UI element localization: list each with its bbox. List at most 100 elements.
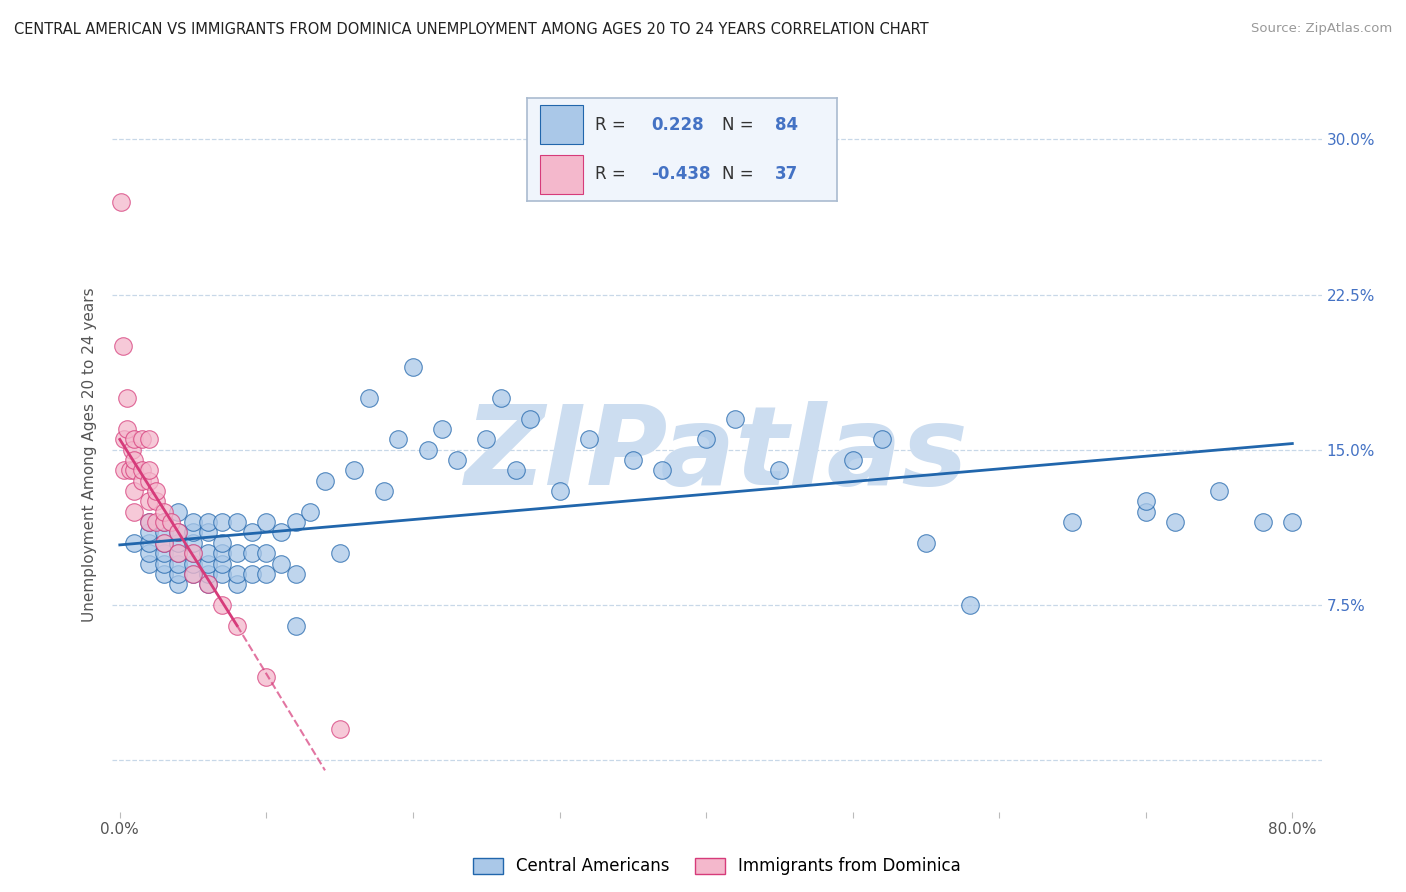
Point: [138, 515, 160, 529]
Point: [402, 359, 425, 374]
Point: [145, 484, 167, 499]
Point: [124, 433, 146, 447]
Point: [111, 339, 134, 353]
Point: [167, 546, 190, 560]
Point: [254, 546, 277, 560]
Point: [387, 433, 409, 447]
Point: [621, 453, 644, 467]
Point: [211, 557, 233, 571]
Point: [124, 536, 146, 550]
Point: [138, 546, 160, 560]
Point: [152, 525, 174, 540]
Point: [124, 463, 146, 477]
Point: [152, 536, 174, 550]
Text: CENTRAL AMERICAN VS IMMIGRANTS FROM DOMINICA UNEMPLOYMENT AMONG AGES 20 TO 24 YE: CENTRAL AMERICAN VS IMMIGRANTS FROM DOMI…: [14, 22, 929, 37]
Text: 0.228: 0.228: [651, 116, 703, 134]
Point: [211, 536, 233, 550]
Point: [475, 433, 498, 447]
Point: [1251, 515, 1274, 529]
Point: [167, 546, 190, 560]
Point: [1164, 515, 1187, 529]
Text: -0.438: -0.438: [651, 165, 710, 183]
Point: [112, 433, 135, 447]
Point: [416, 442, 439, 457]
Text: 84: 84: [775, 116, 797, 134]
Point: [138, 525, 160, 540]
Point: [121, 442, 143, 457]
Point: [115, 422, 138, 436]
Text: Source: ZipAtlas.com: Source: ZipAtlas.com: [1251, 22, 1392, 36]
Point: [211, 515, 233, 529]
Point: [284, 515, 307, 529]
Point: [145, 494, 167, 508]
Point: [181, 566, 204, 581]
Point: [167, 536, 190, 550]
Point: [299, 505, 322, 519]
Point: [115, 391, 138, 405]
Point: [152, 515, 174, 529]
Point: [131, 463, 153, 477]
Point: [211, 598, 233, 612]
Point: [226, 515, 249, 529]
Point: [959, 598, 981, 612]
Point: [124, 484, 146, 499]
Point: [152, 557, 174, 571]
Point: [651, 463, 673, 477]
Point: [152, 515, 174, 529]
Point: [167, 525, 190, 540]
Point: [226, 618, 249, 632]
Point: [197, 525, 219, 540]
Point: [152, 505, 174, 519]
Point: [240, 566, 263, 581]
Text: R =: R =: [595, 165, 626, 183]
Point: [160, 515, 183, 529]
Point: [110, 194, 132, 209]
Point: [167, 557, 190, 571]
Point: [167, 525, 190, 540]
Legend: Central Americans, Immigrants from Dominica: Central Americans, Immigrants from Domin…: [467, 851, 967, 882]
Point: [284, 566, 307, 581]
Point: [270, 525, 292, 540]
Point: [254, 670, 277, 684]
Point: [240, 525, 263, 540]
Point: [167, 566, 190, 581]
Point: [1135, 494, 1157, 508]
Point: [724, 411, 747, 425]
Text: N =: N =: [723, 165, 754, 183]
Point: [181, 525, 204, 540]
Point: [489, 391, 512, 405]
Bar: [540, 154, 583, 194]
Point: [357, 391, 380, 405]
Point: [197, 515, 219, 529]
Point: [578, 433, 600, 447]
Point: [138, 515, 160, 529]
Point: [181, 546, 204, 560]
Point: [314, 474, 336, 488]
Point: [181, 546, 204, 560]
Y-axis label: Unemployment Among Ages 20 to 24 years: Unemployment Among Ages 20 to 24 years: [82, 287, 97, 623]
Point: [870, 433, 893, 447]
Point: [138, 494, 160, 508]
Text: N =: N =: [723, 116, 754, 134]
Point: [197, 566, 219, 581]
Point: [152, 546, 174, 560]
Point: [695, 433, 717, 447]
Point: [1208, 484, 1230, 499]
Point: [145, 515, 167, 529]
Point: [124, 453, 146, 467]
Point: [131, 474, 153, 488]
Point: [211, 566, 233, 581]
Text: R =: R =: [595, 116, 626, 134]
Point: [1135, 505, 1157, 519]
Point: [329, 722, 352, 736]
Point: [197, 546, 219, 560]
Point: [131, 433, 153, 447]
Point: [138, 474, 160, 488]
Point: [226, 546, 249, 560]
Point: [138, 557, 160, 571]
Point: [1062, 515, 1084, 529]
Point: [915, 536, 938, 550]
Point: [152, 566, 174, 581]
Point: [138, 463, 160, 477]
Bar: [540, 105, 583, 145]
